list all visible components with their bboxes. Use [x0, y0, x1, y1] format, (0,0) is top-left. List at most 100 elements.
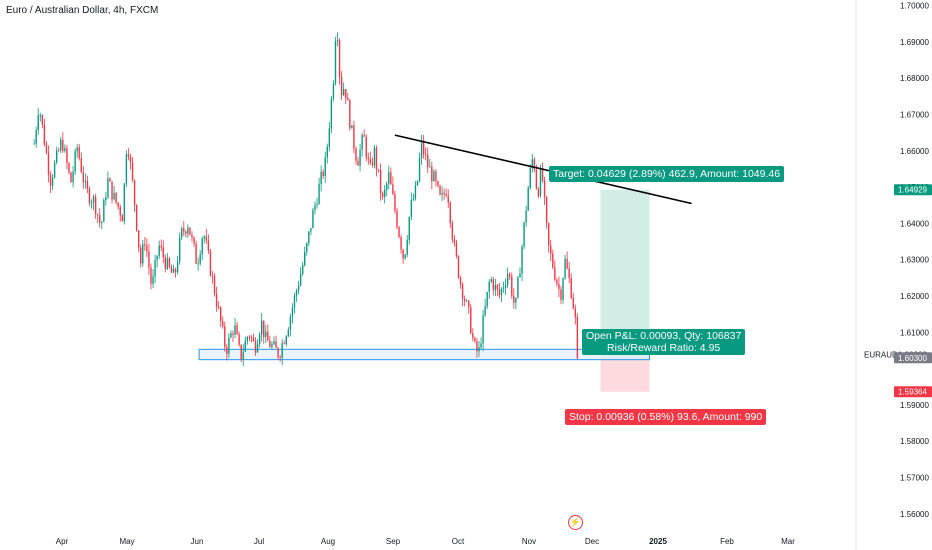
- stop-zone[interactable]: [600, 357, 650, 392]
- candle[interactable]: [45, 144, 48, 153]
- candle[interactable]: [521, 246, 523, 274]
- candle[interactable]: [66, 148, 68, 164]
- candle[interactable]: [506, 274, 509, 285]
- candle[interactable]: [279, 357, 281, 359]
- candle[interactable]: [535, 169, 538, 189]
- candle[interactable]: [439, 185, 441, 195]
- candle[interactable]: [283, 343, 285, 345]
- candle[interactable]: [232, 333, 234, 335]
- candle[interactable]: [363, 135, 365, 137]
- candle[interactable]: [265, 331, 267, 338]
- candle[interactable]: [394, 194, 396, 211]
- candle[interactable]: [105, 197, 107, 201]
- candle[interactable]: [121, 215, 123, 222]
- candle[interactable]: [123, 183, 126, 222]
- candle[interactable]: [513, 295, 515, 303]
- candle[interactable]: [328, 128, 331, 147]
- candle[interactable]: [140, 247, 142, 264]
- candle[interactable]: [37, 115, 39, 131]
- candle[interactable]: [306, 243, 308, 253]
- candle[interactable]: [468, 300, 470, 308]
- candle[interactable]: [234, 325, 236, 335]
- candle[interactable]: [445, 194, 447, 196]
- candle[interactable]: [215, 294, 218, 307]
- candle[interactable]: [47, 152, 50, 175]
- candle[interactable]: [369, 158, 372, 163]
- candle[interactable]: [281, 343, 283, 358]
- candle[interactable]: [427, 154, 429, 168]
- candle[interactable]: [195, 243, 197, 264]
- candle[interactable]: [144, 244, 146, 246]
- candle[interactable]: [187, 227, 189, 234]
- candle[interactable]: [408, 216, 410, 240]
- candle[interactable]: [451, 223, 454, 240]
- candle[interactable]: [361, 135, 363, 150]
- candle[interactable]: [570, 278, 572, 299]
- candle[interactable]: [509, 274, 511, 277]
- candle[interactable]: [490, 279, 492, 282]
- candle[interactable]: [367, 157, 369, 159]
- candle[interactable]: [244, 340, 246, 352]
- candle[interactable]: [414, 185, 417, 199]
- candle[interactable]: [330, 98, 333, 129]
- candle[interactable]: [355, 148, 357, 161]
- candle[interactable]: [293, 295, 296, 308]
- candle[interactable]: [486, 292, 488, 307]
- candle[interactable]: [254, 340, 257, 353]
- candle[interactable]: [410, 200, 413, 217]
- candle[interactable]: [420, 140, 423, 158]
- candle[interactable]: [99, 215, 101, 223]
- candle[interactable]: [142, 244, 144, 264]
- candle[interactable]: [222, 321, 224, 327]
- candle[interactable]: [55, 150, 58, 163]
- candle[interactable]: [68, 163, 70, 173]
- candle[interactable]: [422, 140, 425, 155]
- candle[interactable]: [228, 337, 230, 354]
- candle[interactable]: [502, 287, 505, 289]
- candle[interactable]: [476, 341, 478, 352]
- candle[interactable]: [316, 204, 318, 206]
- candle[interactable]: [539, 168, 542, 196]
- candle[interactable]: [146, 245, 148, 252]
- candle[interactable]: [199, 254, 201, 264]
- candle[interactable]: [263, 320, 265, 338]
- candle[interactable]: [550, 245, 552, 254]
- candle[interactable]: [381, 192, 384, 197]
- candle[interactable]: [174, 268, 177, 273]
- candle[interactable]: [543, 180, 546, 198]
- candle[interactable]: [224, 326, 226, 348]
- candle[interactable]: [533, 159, 536, 170]
- candle[interactable]: [379, 170, 382, 193]
- candle[interactable]: [435, 171, 437, 182]
- candle[interactable]: [275, 341, 277, 348]
- candle[interactable]: [498, 289, 501, 296]
- candle[interactable]: [412, 198, 415, 201]
- candle[interactable]: [424, 154, 427, 155]
- candle[interactable]: [418, 157, 421, 181]
- candle[interactable]: [547, 223, 550, 246]
- candle[interactable]: [135, 204, 138, 231]
- candle[interactable]: [219, 307, 222, 322]
- candle[interactable]: [576, 316, 579, 359]
- stop-label[interactable]: Stop: 0.00936 (0.58%) 93.6, Amount: 990: [565, 409, 767, 425]
- candle[interactable]: [433, 171, 435, 182]
- candle[interactable]: [74, 151, 76, 172]
- candle[interactable]: [96, 214, 99, 216]
- candle[interactable]: [197, 263, 199, 265]
- candle[interactable]: [181, 228, 183, 238]
- candle[interactable]: [336, 40, 339, 42]
- candle[interactable]: [131, 162, 134, 181]
- candle[interactable]: [517, 277, 519, 298]
- candle[interactable]: [43, 124, 46, 145]
- candle[interactable]: [312, 210, 314, 229]
- candle[interactable]: [386, 183, 388, 190]
- candle[interactable]: [240, 344, 242, 360]
- candle[interactable]: [113, 192, 115, 200]
- candle[interactable]: [568, 268, 570, 279]
- candle[interactable]: [176, 261, 179, 273]
- candle[interactable]: [88, 188, 91, 204]
- candle[interactable]: [209, 250, 212, 276]
- candle[interactable]: [504, 284, 507, 288]
